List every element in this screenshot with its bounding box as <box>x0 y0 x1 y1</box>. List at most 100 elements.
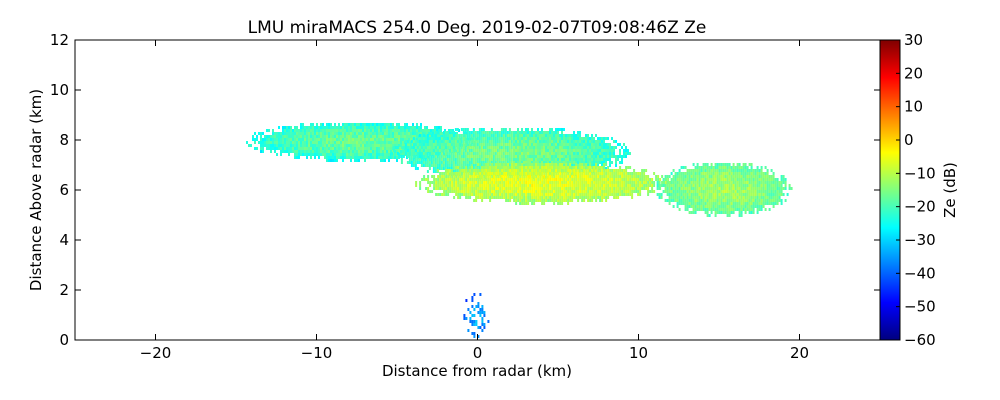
echo-cell <box>553 199 556 202</box>
echo-cell <box>555 175 558 178</box>
echo-cell <box>732 175 735 178</box>
echo-cell <box>344 138 346 141</box>
echo-cell <box>541 140 543 143</box>
echo-cell <box>653 190 656 193</box>
echo-cell <box>748 172 751 175</box>
echo-cell <box>292 147 294 150</box>
echo-cell <box>706 184 709 187</box>
echo-cell <box>577 152 579 155</box>
echo-cell <box>573 158 575 161</box>
echo-cell <box>547 134 549 137</box>
echo-cell <box>414 135 416 138</box>
echo-cell <box>583 181 586 184</box>
echo-cell <box>545 140 547 143</box>
echo-cell <box>768 184 771 187</box>
echo-cell <box>468 155 471 158</box>
echo-cell <box>545 190 548 193</box>
echo-cell <box>479 193 482 196</box>
echo-cell <box>501 166 504 169</box>
echo-cell <box>446 134 449 137</box>
echo-cell <box>722 190 725 193</box>
echo-cell <box>424 129 426 132</box>
echo-cell <box>434 140 437 143</box>
echo-cell <box>569 163 572 166</box>
echo-cell <box>374 147 376 150</box>
echo-cell <box>595 134 597 137</box>
echo-cell <box>609 175 612 178</box>
echo-cell <box>551 193 554 196</box>
echo-cell <box>553 178 556 181</box>
echo-cell <box>698 169 701 172</box>
echo-cell <box>434 146 437 149</box>
echo-cell <box>609 158 611 161</box>
echo-cell <box>376 153 378 156</box>
echo-cell <box>645 184 648 187</box>
echo-cell <box>760 172 763 175</box>
echo-cell <box>637 175 640 178</box>
echo-cell <box>732 178 735 181</box>
echo-cell <box>496 134 499 137</box>
echo-cell <box>702 181 705 184</box>
echo-cell <box>499 163 502 166</box>
echo-cell <box>454 161 457 164</box>
echo-cell <box>330 144 332 147</box>
echo-cell <box>338 150 340 153</box>
echo-cell <box>416 155 419 158</box>
echo-cell <box>533 169 536 172</box>
echo-cell <box>708 184 711 187</box>
echo-cell <box>410 138 412 141</box>
echo-cell <box>485 172 488 175</box>
echo-cell <box>416 143 419 146</box>
echo-cell <box>452 131 455 134</box>
echo-cell <box>326 156 328 159</box>
echo-cell <box>400 132 402 135</box>
echo-cell <box>537 169 540 172</box>
echo-cell <box>412 152 415 155</box>
echo-cell <box>555 166 558 169</box>
echo-cell <box>487 166 490 169</box>
echo-cell <box>595 155 597 158</box>
echo-cell <box>702 190 705 193</box>
echo-cell <box>607 166 610 169</box>
echo-cell <box>672 199 675 202</box>
echo-cell <box>435 184 438 187</box>
echo-cell <box>300 126 302 129</box>
echo-cell <box>420 158 423 161</box>
echo-cell <box>551 158 553 161</box>
echo-cell <box>623 193 626 196</box>
echo-cell <box>511 172 514 175</box>
echo-cell <box>698 193 701 196</box>
echo-cell <box>437 187 440 190</box>
echo-cell <box>496 152 499 155</box>
echo-cell <box>694 196 697 199</box>
echo-cell <box>479 187 482 190</box>
y-tick-label: 10 <box>50 81 69 99</box>
echo-cell <box>752 175 755 178</box>
echo-cell <box>762 184 765 187</box>
echo-cell <box>712 172 715 175</box>
echo-cell <box>527 163 530 166</box>
echo-cell <box>668 181 671 184</box>
echo-cell <box>692 163 695 166</box>
echo-cell <box>523 178 526 181</box>
echo-cell <box>551 169 554 172</box>
echo-cell <box>282 147 284 150</box>
echo-cell <box>583 199 586 202</box>
echo-cell <box>394 132 396 135</box>
echo-cell <box>696 199 699 202</box>
echo-cell <box>468 137 471 140</box>
echo-cell <box>738 184 741 187</box>
echo-cell <box>597 140 599 143</box>
echo-cell <box>515 193 518 196</box>
echo-cell <box>555 137 557 140</box>
echo-cell <box>591 155 593 158</box>
echo-cell <box>497 196 500 199</box>
echo-cell <box>306 132 308 135</box>
echo-cell <box>770 181 773 184</box>
echo-cell <box>615 190 618 193</box>
echo-cell <box>740 166 743 169</box>
echo-cell <box>674 178 677 181</box>
echo-cell <box>348 135 350 138</box>
echo-cell <box>342 147 344 150</box>
echo-cell <box>469 175 472 178</box>
